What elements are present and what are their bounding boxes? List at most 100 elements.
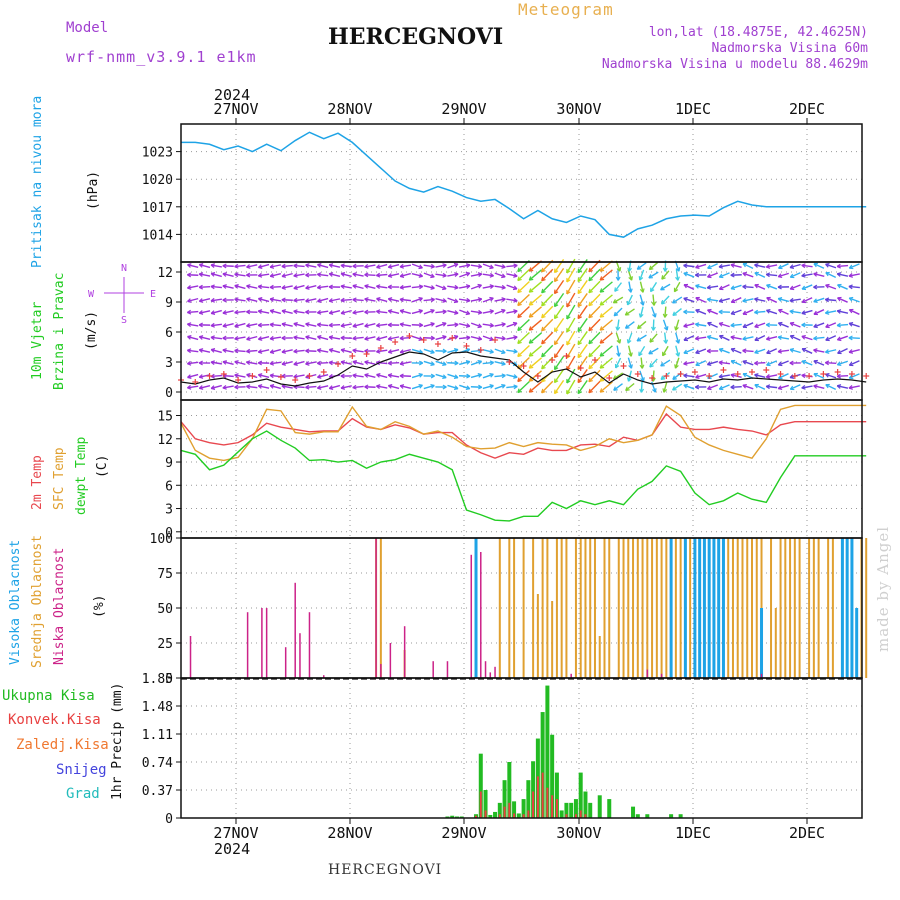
precip-bar-konvek	[475, 815, 478, 818]
wind-arrow-head	[639, 364, 643, 369]
wind-arrow	[187, 274, 199, 276]
wind-arrow-head	[305, 263, 310, 266]
wind-arrow-head	[707, 385, 711, 390]
cloud-bar-srednja	[651, 538, 654, 678]
wind-arrow	[411, 297, 423, 303]
wind-arrow	[411, 285, 423, 289]
wind-arrow	[364, 323, 376, 327]
wind-arrow	[675, 345, 680, 357]
wind-arrow	[459, 360, 471, 366]
wind-arrow	[470, 373, 482, 379]
wind-arrow	[329, 384, 341, 390]
wind-arrow-head	[293, 322, 298, 325]
wind-arrow	[789, 348, 801, 354]
wind-arrow	[766, 360, 778, 366]
date-label-bottom: 2DEC	[789, 824, 825, 842]
wind-arrow	[661, 270, 670, 280]
wind-arrow-head	[640, 378, 644, 382]
wind-arrow-head	[198, 385, 203, 389]
wind-arrow-head	[442, 350, 447, 354]
wind-arrow	[494, 384, 506, 390]
wind-arrow-head	[399, 384, 405, 387]
wind-arrow-head	[501, 363, 506, 366]
wind-arrow	[317, 349, 329, 353]
wind-arrow-head	[615, 276, 619, 281]
wind-arrow-head	[766, 384, 771, 387]
wind-arrow	[317, 285, 329, 289]
wind-arrow	[517, 380, 530, 394]
wind-arrow	[730, 297, 742, 303]
wind-arrow	[553, 280, 565, 294]
wind-arrow-head	[501, 323, 506, 327]
precip-bar-ukupna	[512, 801, 517, 818]
wind-arrow	[305, 298, 317, 302]
wind-arrow-head	[269, 297, 275, 300]
precip-bar-konvek	[513, 813, 516, 818]
date-label-bottom: 28NOV	[327, 824, 372, 842]
wind-arrow	[528, 269, 542, 281]
wind-arrow-head	[789, 273, 794, 278]
wind-arrow	[517, 344, 530, 358]
wind-arrow	[470, 336, 482, 340]
wind-arrow-head	[813, 284, 818, 288]
temp-line-1	[180, 404, 867, 462]
wind-arrow	[447, 273, 459, 277]
wind-arrow-head	[352, 360, 357, 363]
precip-bar-ukupna	[493, 811, 498, 818]
wind-arrow	[517, 293, 530, 307]
wind-arrow	[482, 335, 494, 341]
wind-arrow-head	[638, 313, 641, 318]
wind-arrow-head	[305, 285, 309, 289]
wind-arrow-head	[376, 360, 381, 364]
wind-arrow-head	[674, 326, 677, 331]
wind-arrow	[707, 384, 718, 390]
precip-bar-ukupna	[578, 772, 583, 818]
wind-arrow-head	[281, 361, 286, 365]
wind-arrow	[742, 322, 754, 328]
cloud-bar-niska	[446, 661, 449, 678]
wind-arrow	[683, 361, 695, 365]
wind-arrow-head	[777, 335, 783, 338]
wind-arrow-head	[187, 360, 191, 365]
wind-arrow	[553, 268, 565, 282]
tick-label: 0	[165, 386, 173, 401]
wind-speed-line	[180, 351, 867, 387]
wind-arrow-head	[742, 323, 746, 328]
wind-arrow-head	[270, 384, 275, 387]
wind-arrow-head	[683, 336, 687, 341]
precip-bar-ukupna	[483, 790, 488, 818]
wind-arrow	[352, 322, 364, 328]
wind-arrow	[707, 285, 719, 289]
wind-arrow-head	[234, 323, 239, 327]
wind-arrow	[494, 272, 506, 278]
wind-arrow-head	[801, 310, 806, 314]
cloud-bar-niska	[570, 673, 572, 678]
precip-bar-ukupna	[545, 685, 550, 818]
wind-arrow-head	[340, 297, 345, 301]
wind-arrow-head	[199, 335, 204, 338]
wind-arrow	[639, 370, 645, 382]
wind-arrow	[482, 285, 494, 289]
cloud-bar-srednja	[674, 538, 677, 678]
wind-arrow-head	[652, 389, 656, 393]
wind-arrow	[778, 309, 789, 315]
wind-arrow-head	[636, 324, 640, 329]
wind-arrow-head	[210, 335, 215, 338]
wind-arrow	[719, 335, 730, 341]
wind-arrow	[388, 361, 400, 365]
wind-arrow	[849, 263, 860, 269]
wind-arrow	[399, 323, 412, 327]
wind-arrow	[317, 361, 329, 365]
wind-arrow-head	[257, 349, 262, 353]
wind-arrow-head	[187, 263, 192, 266]
wind-arrow-head	[627, 288, 632, 293]
wind-arrow	[801, 264, 813, 268]
wind-arrow	[376, 285, 388, 289]
wind-arrow-head	[234, 348, 239, 352]
wind-arrow-head	[599, 352, 603, 357]
wind-arrow-head	[616, 268, 621, 272]
wind-arrow	[683, 272, 695, 278]
wind-arrow-head	[431, 323, 435, 327]
wind-arrow	[541, 280, 554, 294]
wind-arrow	[754, 284, 766, 290]
